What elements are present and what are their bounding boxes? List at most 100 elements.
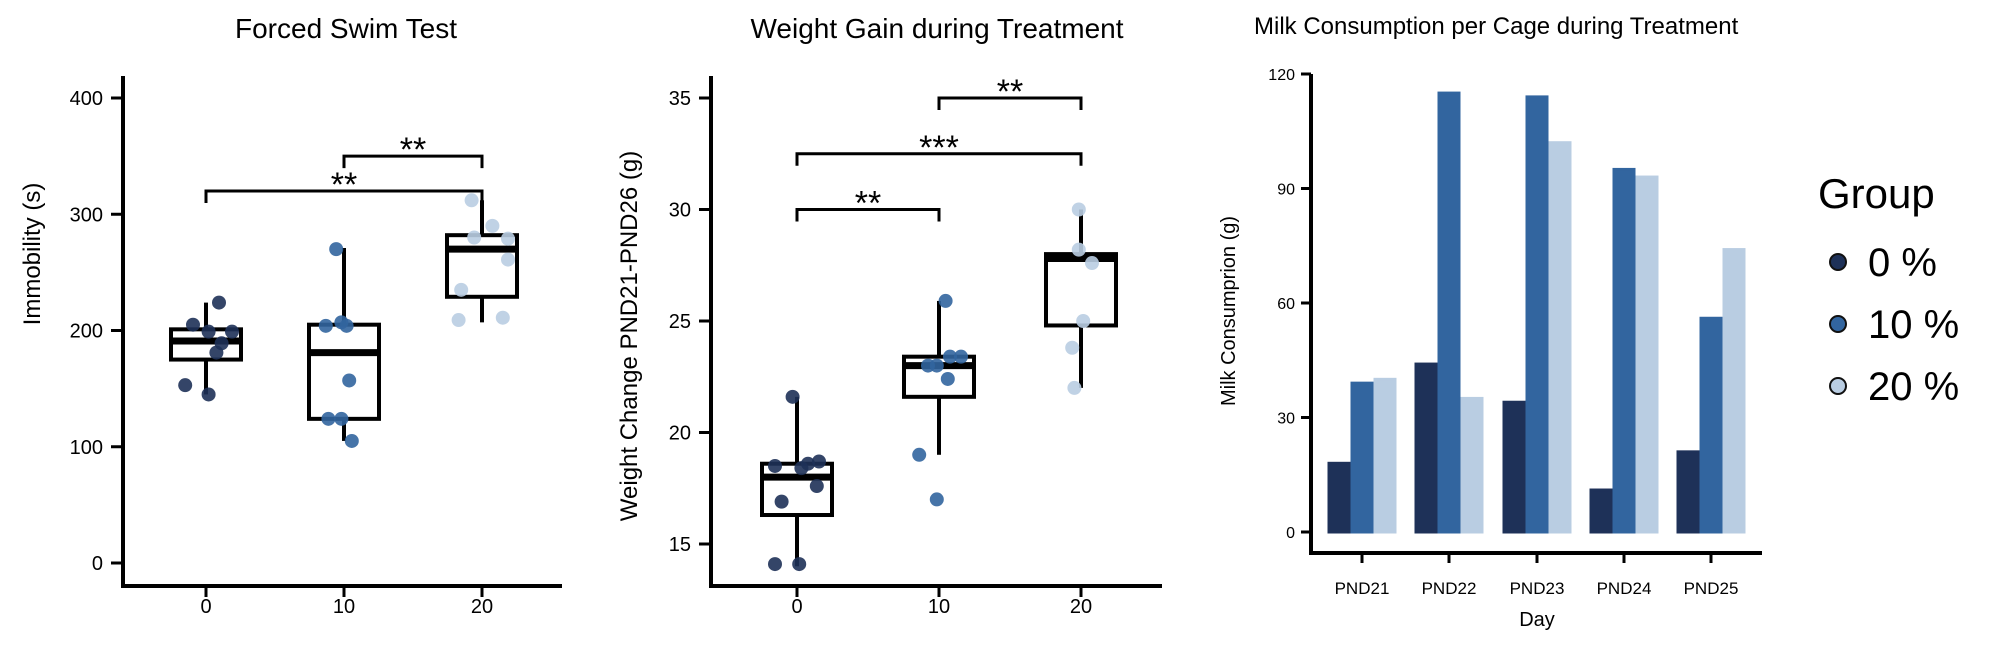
p2-significance-bracket bbox=[795, 208, 941, 222]
p3-xtick-label: PND25 bbox=[1684, 579, 1739, 598]
p2-data-point bbox=[1067, 380, 1082, 395]
p3-ytick-label: 120 bbox=[1268, 67, 1295, 84]
p3-bar bbox=[1373, 377, 1397, 534]
p1-data-point bbox=[321, 411, 336, 426]
legend-label: 0 % bbox=[1868, 241, 1937, 285]
panel3-xlabel: Day bbox=[1519, 609, 1555, 631]
p1-data-point bbox=[495, 310, 510, 325]
p1-significance-label: ** bbox=[400, 131, 426, 169]
p2-significance-label: ** bbox=[855, 185, 881, 223]
p3-bar bbox=[1548, 141, 1572, 534]
p1-data-point bbox=[467, 230, 482, 245]
panel2-ylabel: Weight Change PND21-PND26 (g) bbox=[616, 151, 643, 521]
p1-data-point bbox=[501, 231, 515, 246]
p2-data-point bbox=[938, 293, 953, 308]
p2-xtick-label: 10 bbox=[928, 596, 950, 618]
p1-data-point bbox=[186, 317, 200, 332]
p1-data-point bbox=[178, 378, 193, 393]
legend-swatch bbox=[1829, 377, 1847, 395]
p2-data-point bbox=[943, 349, 957, 364]
p3-bar bbox=[1722, 248, 1746, 534]
p1-data-point bbox=[201, 324, 216, 339]
p1-significance-label: ** bbox=[331, 166, 357, 204]
p2-data-point bbox=[768, 557, 782, 572]
p2-significance-bracket bbox=[937, 96, 1083, 110]
p1-data-point bbox=[201, 387, 216, 402]
p1-ytick-label: 300 bbox=[70, 204, 103, 226]
p1-data-point bbox=[334, 411, 349, 426]
p2-data-point bbox=[954, 349, 968, 364]
p1-data-point bbox=[342, 373, 357, 388]
p2-data-point bbox=[1085, 256, 1099, 271]
p2-significance-label: ** bbox=[997, 73, 1023, 111]
p2-data-point bbox=[812, 454, 826, 469]
p2-data-point bbox=[1076, 314, 1091, 328]
p3-ytick-label: 90 bbox=[1277, 182, 1295, 199]
panel2-title: Weight Gain during Treatment bbox=[750, 13, 1123, 44]
p1-significance-bracket bbox=[204, 189, 484, 203]
p2-ytick-label: 15 bbox=[669, 534, 691, 556]
p2-data-point bbox=[940, 371, 955, 386]
p3-ytick-label: 60 bbox=[1277, 296, 1295, 313]
p3-bar bbox=[1327, 461, 1351, 534]
p1-data-point bbox=[451, 313, 466, 328]
p3-xtick-label: PND23 bbox=[1510, 579, 1565, 598]
p2-xtick-label: 0 bbox=[791, 596, 802, 618]
p3-bar bbox=[1350, 381, 1374, 534]
p3-bar bbox=[1635, 175, 1659, 534]
p2-data-point bbox=[921, 358, 935, 373]
legend-label: 10 % bbox=[1868, 303, 1959, 347]
p1-box bbox=[445, 233, 519, 299]
p1-data-point bbox=[318, 318, 333, 333]
p2-xtick-label: 20 bbox=[1070, 596, 1092, 618]
legend-swatch bbox=[1829, 315, 1847, 333]
p1-data-point bbox=[485, 218, 500, 233]
p2-ytick-label: 25 bbox=[669, 311, 691, 333]
legend: Group 0 % 10 % 20 % bbox=[1818, 170, 1959, 409]
p3-xtick-label: PND24 bbox=[1597, 579, 1652, 598]
p1-data-point bbox=[329, 242, 344, 257]
p3-ytick-label: 30 bbox=[1277, 411, 1295, 428]
p2-ytick-label: 20 bbox=[669, 423, 691, 445]
p2-data-point bbox=[809, 479, 824, 494]
p1-xtick-label: 20 bbox=[471, 596, 493, 618]
p2-data-point bbox=[774, 494, 789, 509]
panel-milk: Milk Consumption per Cage during Treatme… bbox=[1218, 13, 1762, 631]
p2-data-point bbox=[768, 458, 782, 473]
p3-bar bbox=[1460, 396, 1484, 534]
legend-label: 20 % bbox=[1868, 365, 1959, 409]
p2-box bbox=[902, 354, 976, 399]
p2-data-point bbox=[1071, 242, 1086, 257]
p1-data-point bbox=[464, 193, 479, 208]
p3-bar bbox=[1612, 167, 1636, 534]
p1-data-point bbox=[501, 252, 515, 267]
p3-bar bbox=[1525, 95, 1549, 534]
p1-data-point bbox=[209, 345, 224, 360]
p3-xtick-label: PND21 bbox=[1335, 579, 1390, 598]
p3-bar bbox=[1414, 362, 1438, 534]
p2-data-point bbox=[912, 447, 927, 462]
p1-ytick-label: 200 bbox=[70, 321, 103, 343]
legend-title: Group bbox=[1818, 170, 1935, 217]
panel-weight-gain: Weight Gain during Treatment Weight Chan… bbox=[616, 13, 1162, 618]
p1-box bbox=[307, 322, 381, 421]
p1-data-point bbox=[212, 295, 226, 310]
p2-significance-label: *** bbox=[919, 129, 959, 167]
p3-bar bbox=[1502, 400, 1526, 534]
p2-data-point bbox=[1071, 202, 1086, 217]
p2-ytick-label: 30 bbox=[669, 200, 691, 222]
p1-ytick-label: 100 bbox=[70, 437, 103, 459]
panel3-title: Milk Consumption per Cage during Treatme… bbox=[1254, 13, 1739, 40]
p3-ytick-label: 0 bbox=[1286, 525, 1295, 542]
panel3-ylabel: Milk Consumprion (g) bbox=[1218, 216, 1240, 406]
p1-data-point bbox=[225, 324, 239, 339]
p2-ytick-label: 35 bbox=[669, 88, 691, 110]
p3-bar bbox=[1437, 91, 1461, 534]
panel1-title: Forced Swim Test bbox=[235, 13, 457, 44]
p1-data-point bbox=[344, 433, 359, 448]
p2-data-point bbox=[785, 389, 800, 404]
legend-swatch bbox=[1829, 253, 1847, 271]
p3-bar bbox=[1676, 450, 1700, 534]
p1-xtick-label: 0 bbox=[200, 596, 211, 618]
